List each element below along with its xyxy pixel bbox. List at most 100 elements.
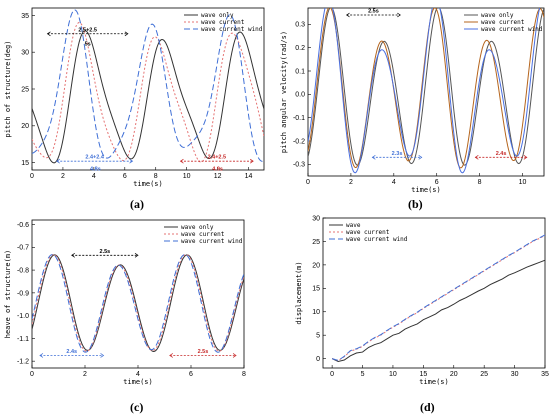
x-tick-label: 10 <box>183 173 191 180</box>
chart-a: 0 2 4 6 8 10 12 14 15 20 25 30 35 time(s) pitch of str… <box>0 0 275 200</box>
plot-frame <box>322 217 546 369</box>
x-tick-label: 4 <box>136 371 140 378</box>
legend-label: wave only <box>201 12 234 19</box>
y-axis-title: displacement(m) <box>295 261 303 324</box>
x-tick-label: 2 <box>349 179 353 186</box>
plot-frame <box>307 7 545 177</box>
x-tick-label: 14 <box>245 173 253 180</box>
series-line-wave-current <box>32 254 244 352</box>
x-tick-label: 6 <box>123 173 127 180</box>
legend-label: wave current wind <box>181 238 243 245</box>
annotation-arrow <box>100 353 105 358</box>
x-tick-label: 4 <box>392 179 396 186</box>
annotation-label: 2.5s <box>368 9 379 15</box>
y-tick-label: -0.3 <box>293 162 305 169</box>
annotation-label: 2.4+2.5 <box>208 155 227 161</box>
y-tick-label: -1.2 <box>17 359 29 366</box>
x-tick-label: 15 <box>419 371 427 378</box>
series-line-wave <box>331 259 545 362</box>
x-axis-title: time(s) <box>133 180 163 188</box>
series-line-wave-current-wind <box>32 254 244 353</box>
y-tick-label: 20 <box>312 262 320 269</box>
y-tick-label: 35 <box>21 13 29 20</box>
y-tick-label: -0.6 <box>17 222 29 229</box>
legend-label: wave current wind <box>481 26 543 33</box>
x-tick-label: 8 <box>242 371 246 378</box>
x-tick-label: 0 <box>330 371 334 378</box>
y-tick-label: -0.1 <box>293 115 305 122</box>
y-tick-label: 20 <box>21 123 29 130</box>
annotation-label: 2.5+2.5 <box>78 27 97 33</box>
annotation-arrow <box>124 31 129 37</box>
annotation-label: 2.3s <box>392 151 403 157</box>
annotation-label: 5s <box>85 41 91 47</box>
x-tick-label: 6 <box>435 179 439 186</box>
annotation-label: 2.4+2.4 <box>85 155 104 161</box>
chart-c-caption: (c) <box>130 400 144 414</box>
y-tick-label: 10 <box>312 309 320 316</box>
chart-d-plot: 0 5 10 15 20 25 30 35 0 5 10 15 20 25 30 time(s) displac… <box>295 215 549 386</box>
annotation-arrow <box>523 155 528 160</box>
y-tick-label: 0.0 <box>295 92 305 99</box>
annotation-arrow <box>169 353 173 358</box>
annotation-arrow <box>46 31 51 37</box>
chart-b: 0 2 4 6 8 10 -0.3 -0.2 -0.1 0.0 0.1 0.2 0.3 time(s) pi… <box>278 0 550 200</box>
annotation-arrow <box>232 353 237 358</box>
annotation-arrow <box>371 155 376 160</box>
y-axis-title: heave of structure(m) <box>4 250 12 339</box>
x-tick-label: 0 <box>30 371 34 378</box>
series-line-wave-only <box>308 8 544 166</box>
annotation-arrow <box>56 158 60 164</box>
annotation-arrow <box>249 158 254 164</box>
y-tick-label: 0.3 <box>295 22 305 29</box>
series-line-wave-only <box>32 30 264 164</box>
series-line-wave-current <box>331 234 545 362</box>
y-tick-label: -1.0 <box>17 313 29 320</box>
annotation-arrow <box>397 12 401 18</box>
x-tick-label: 8 <box>478 179 482 186</box>
annotation-arrow <box>418 155 423 160</box>
y-axis-title: pitch of structure(deg) <box>4 41 12 138</box>
x-axis-title: time(s) <box>123 378 153 386</box>
annotation-arrow <box>134 253 139 258</box>
y-tick-label: -0.7 <box>17 245 29 252</box>
annotation-arrow <box>129 158 134 164</box>
legend-label: wave current wind <box>201 26 263 33</box>
x-tick-label: 2 <box>61 173 65 180</box>
x-tick-label: 12 <box>214 173 222 180</box>
x-tick-label: 2 <box>83 371 87 378</box>
y-tick-label: -0.2 <box>293 138 305 145</box>
legend-label: wave current <box>201 19 245 26</box>
series-group <box>331 234 545 362</box>
x-tick-label: 10 <box>389 371 397 378</box>
annotation-label: 2.5s <box>198 349 209 355</box>
y-tick-label: -0.8 <box>17 267 29 274</box>
series-line-wave-current-wind <box>308 8 541 174</box>
series-group <box>308 8 544 174</box>
y-tick-label: 30 <box>21 50 29 57</box>
y-tick-label: 0.2 <box>295 45 305 52</box>
y-tick-label: 0 <box>316 356 320 363</box>
x-axis-title: time(s) <box>419 378 449 386</box>
series-line-wave-current-wind <box>32 9 264 162</box>
legend-label: wave <box>346 222 361 229</box>
x-tick-label: 30 <box>511 371 519 378</box>
x-tick-label: 6 <box>189 371 193 378</box>
x-tick-label: 25 <box>480 371 488 378</box>
annotation-arrow <box>71 253 75 258</box>
y-tick-label: 25 <box>21 86 29 93</box>
y-tick-label: 30 <box>312 215 320 222</box>
chart-a-plot: 0 2 4 6 8 10 12 14 15 20 25 30 35 time(s) pitch of str… <box>4 7 265 188</box>
series-line-wave-current-wind <box>331 234 545 362</box>
y-tick-label: -0.9 <box>17 290 29 297</box>
y-axis-title: pitch angular velocity(rad/s) <box>280 31 288 153</box>
annotation-arrow <box>179 158 184 164</box>
legend-label: wave only <box>481 12 514 19</box>
x-tick-label: 8 <box>154 173 158 180</box>
x-tick-label: 35 <box>541 371 549 378</box>
chart-d: 0 5 10 15 20 25 30 35 0 5 10 15 20 25 30 time(s) displac… <box>295 212 550 402</box>
